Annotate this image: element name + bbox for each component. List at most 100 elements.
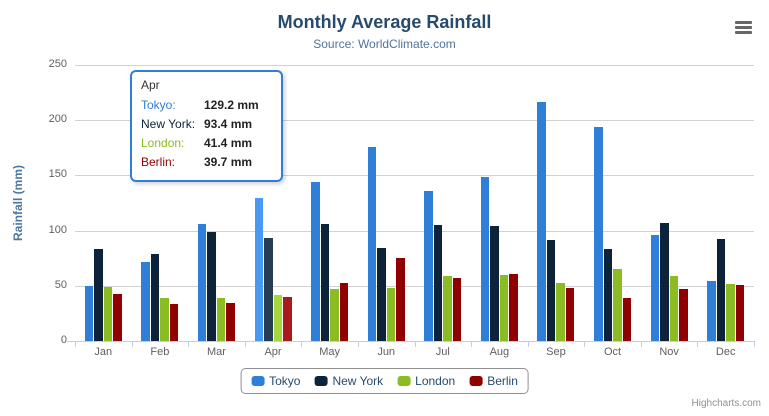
bar-tokyo-dec[interactable] <box>707 281 716 341</box>
legend-label: Berlin <box>487 374 518 388</box>
category-aug <box>471 65 528 341</box>
tooltip-header: Apr <box>141 78 160 92</box>
bar-new-york-feb[interactable] <box>150 254 160 341</box>
bar-berlin-oct[interactable] <box>622 298 632 341</box>
bar-tokyo-sep[interactable] <box>537 102 546 341</box>
x-axis-label: Apr <box>264 346 282 358</box>
tooltip-series-label: Berlin: <box>141 155 176 169</box>
category-apr <box>245 65 302 341</box>
bar-london-sep[interactable] <box>556 283 565 341</box>
bar-berlin-aug[interactable] <box>509 274 518 341</box>
x-axis-tick <box>754 341 755 347</box>
bar-london-feb[interactable] <box>160 298 169 341</box>
bar-new-york-jun[interactable] <box>377 248 386 341</box>
x-axis-label: Dec <box>715 346 736 358</box>
bar-new-york-mar[interactable] <box>207 232 216 341</box>
y-axis-label: 250 <box>48 58 67 70</box>
bar-tokyo-may[interactable] <box>311 182 320 341</box>
export-menu-button[interactable] <box>731 17 755 37</box>
bar-london-jun[interactable] <box>386 288 396 341</box>
bar-london-oct[interactable] <box>613 269 622 341</box>
y-axis-title: Rainfall (mm) <box>11 165 25 242</box>
bar-tokyo-apr[interactable] <box>254 198 264 341</box>
bar-berlin-feb[interactable] <box>169 304 179 341</box>
x-axis-label: Aug <box>489 346 510 358</box>
x-axis-label: Mar <box>206 346 226 358</box>
x-axis-tick <box>584 341 585 347</box>
chart-subtitle: Source: WorldClimate.com <box>313 37 456 51</box>
bar-tokyo-mar[interactable] <box>197 224 207 341</box>
bar-london-aug[interactable] <box>499 275 509 341</box>
category-feb <box>132 65 189 341</box>
bar-new-york-dec[interactable] <box>716 239 726 341</box>
bar-new-york-aug[interactable] <box>490 226 499 341</box>
bar-london-may[interactable] <box>330 289 339 341</box>
x-axis-line <box>67 341 755 342</box>
x-axis-label: Jan <box>94 346 113 358</box>
gridline <box>75 285 754 287</box>
category-sep <box>528 65 585 341</box>
gridline <box>75 65 754 66</box>
x-axis-label: Nov <box>659 346 679 358</box>
category-jul <box>415 65 472 341</box>
x-axis-tick <box>641 341 642 347</box>
bar-berlin-dec[interactable] <box>735 285 745 341</box>
category-jan <box>75 65 132 341</box>
category-nov <box>641 65 698 341</box>
bar-tokyo-oct[interactable] <box>594 127 603 341</box>
bar-new-york-oct[interactable] <box>603 249 613 341</box>
x-axis-tick <box>358 341 359 347</box>
plot-area <box>75 65 754 341</box>
legend-label: Tokyo <box>269 374 301 388</box>
tooltip-series-value: 39.7 mm <box>204 155 253 169</box>
category-jun <box>358 65 415 341</box>
bar-london-jan[interactable] <box>103 287 113 341</box>
bar-tokyo-jun[interactable] <box>367 147 377 341</box>
bar-berlin-jan[interactable] <box>113 294 122 341</box>
bar-berlin-nov[interactable] <box>679 289 688 341</box>
bar-berlin-mar[interactable] <box>226 303 235 341</box>
tooltip: Apr Tokyo: 129.2 mm New York: 93.4 mm London… <box>130 70 283 182</box>
bar-berlin-jul[interactable] <box>452 278 462 341</box>
bar-london-apr[interactable] <box>273 295 283 341</box>
legend-item-tokyo[interactable]: Tokyo <box>251 374 300 388</box>
bar-new-york-may[interactable] <box>320 224 330 341</box>
bar-london-dec[interactable] <box>726 284 735 341</box>
y-axis-label: 200 <box>48 113 67 126</box>
x-axis-tick <box>415 341 416 347</box>
bar-tokyo-jul[interactable] <box>424 191 433 341</box>
bar-london-nov[interactable] <box>669 276 679 341</box>
bar-tokyo-feb[interactable] <box>141 262 150 341</box>
category-mar <box>188 65 245 341</box>
bar-berlin-jun[interactable] <box>396 258 405 341</box>
x-axis-tick <box>245 341 246 347</box>
credits-link[interactable]: Highcharts.com <box>691 398 761 409</box>
legend-item-new-york[interactable]: New York <box>314 374 383 388</box>
legend-swatch-icon <box>314 376 328 386</box>
tooltip-series-value: 41.4 mm <box>204 136 253 150</box>
bar-berlin-may[interactable] <box>339 283 349 341</box>
bar-berlin-sep[interactable] <box>565 288 575 341</box>
bar-london-jul[interactable] <box>443 276 452 341</box>
tooltip-row: Tokyo: 129.2 mm <box>141 96 272 115</box>
bar-new-york-jul[interactable] <box>433 225 443 341</box>
legend: Tokyo New York London Berlin <box>240 368 529 394</box>
bar-tokyo-nov[interactable] <box>650 235 660 341</box>
bar-tokyo-jan[interactable] <box>84 286 94 341</box>
gridline <box>75 175 754 177</box>
tooltip-series-label: Tokyo: <box>141 98 176 112</box>
bar-london-mar[interactable] <box>216 298 226 341</box>
x-axis-tick <box>471 341 472 347</box>
bar-new-york-apr[interactable] <box>264 238 273 341</box>
x-axis-tick <box>528 341 529 347</box>
bar-berlin-apr[interactable] <box>283 297 292 341</box>
legend-item-london[interactable]: London <box>397 374 455 388</box>
tooltip-series-label: New York: <box>141 117 196 131</box>
bar-tokyo-aug[interactable] <box>480 177 490 341</box>
bar-new-york-sep[interactable] <box>546 240 556 341</box>
bar-new-york-nov[interactable] <box>660 223 669 341</box>
legend-item-berlin[interactable]: Berlin <box>469 374 518 388</box>
category-may <box>301 65 358 341</box>
x-axis-label: Feb <box>150 346 170 358</box>
bar-new-york-jan[interactable] <box>94 249 103 341</box>
